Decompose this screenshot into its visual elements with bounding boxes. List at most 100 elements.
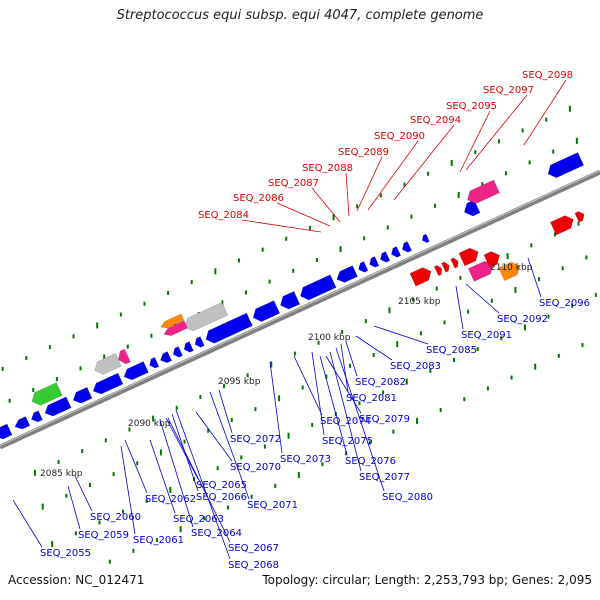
tick-mark [315, 257, 318, 262]
tick-mark [244, 290, 247, 295]
tick-mark [419, 331, 422, 336]
tick-mark [32, 387, 35, 392]
gene-magenta-3 [467, 179, 500, 204]
gene-reverse-18 [369, 256, 380, 268]
tick-mark [263, 444, 266, 449]
reverse-label-seq_2082: SEQ_2082 [355, 377, 406, 388]
reverse-leader [355, 335, 393, 361]
reverse-label-seq_2085: SEQ_2085 [426, 345, 477, 356]
gene-magenta-small [118, 348, 131, 365]
tick-mark [132, 548, 135, 553]
accession-text: Accession: NC_012471 [8, 573, 145, 587]
gene-forward-1-shape [409, 267, 432, 287]
reverse-leader [373, 325, 429, 345]
tick-mark [439, 408, 442, 413]
gene-reverse-16-shape [336, 265, 358, 283]
forward-label-seq_2089: SEQ_2089 [338, 147, 389, 158]
reverse-label-seq_2072: SEQ_2072 [230, 434, 281, 445]
kbp-label: 2085 kbp [40, 469, 83, 479]
reverse-label-seq_2073: SEQ_2073 [280, 454, 331, 465]
gene-forward-7-shape [550, 215, 574, 236]
kbp-label: 2095 kbp [218, 377, 261, 387]
tick-mark [372, 352, 375, 357]
gene-green-shape [31, 382, 63, 406]
tick-mark [341, 329, 344, 334]
reverse-label-seq_2080: SEQ_2080 [382, 492, 433, 503]
tick-mark [321, 462, 324, 467]
tick-mark [81, 449, 84, 454]
reverse-label-seq_2081: SEQ_2081 [346, 393, 397, 404]
backbone [0, 169, 600, 450]
gene-reverse-1-shape [14, 416, 31, 430]
kbp-scale: 2085 kbp 2090 kbp 2095 kbp 2100 kbp 2105 kbp… [40, 263, 533, 479]
tick-mark [594, 292, 597, 297]
tick-mark [48, 345, 51, 350]
tick-mark [514, 286, 517, 293]
gene-reverse-18-shape [369, 256, 380, 268]
genome-summary-text: Topology: circular; Length: 2,253,793 bp… [262, 573, 592, 587]
forward-gene-labels: SEQ_2084 SEQ_2086 SEQ_2087 SEQ_2088 SEQ_2089… [198, 70, 573, 233]
tick-mark [159, 449, 162, 456]
tick-mark [339, 246, 342, 253]
reverse-leader [175, 409, 231, 560]
gene-reverse-22-shape [421, 233, 430, 243]
tick-mark [467, 309, 470, 314]
tick-mark [557, 353, 560, 358]
tick-mark [553, 232, 556, 237]
tick-mark [51, 541, 54, 548]
gene-magenta-2-shape [163, 320, 188, 336]
tick-mark [33, 469, 36, 476]
tick-mark [270, 361, 273, 368]
tick-mark [506, 253, 509, 260]
gene-reverse-15 [300, 274, 337, 301]
gene-forward-6 [483, 251, 500, 268]
tick-mark [301, 385, 304, 390]
gene-forward-4-shape [450, 257, 459, 269]
reverse-label-seq_2070: SEQ_2070 [230, 462, 281, 473]
tick-mark [474, 150, 477, 155]
gene-forward-7 [550, 215, 574, 236]
tick-mark [528, 160, 531, 165]
tick-mark [396, 341, 399, 348]
tick-mark [575, 137, 578, 144]
reverse-leader [218, 389, 233, 434]
tick-mark [207, 428, 210, 433]
gene-forward-8 [574, 211, 585, 223]
tick-mark [547, 314, 550, 319]
tick-mark [363, 236, 366, 241]
forward-leader [311, 187, 341, 223]
tick-mark [216, 466, 219, 471]
tick-mark [79, 366, 82, 371]
reverse-label-seq_2091: SEQ_2091 [461, 330, 512, 341]
tick-mark [410, 214, 413, 219]
tick-mark [368, 440, 371, 445]
tick-mark [156, 538, 159, 543]
gene-reverse-9-shape [172, 346, 183, 358]
tick-mark [348, 363, 351, 368]
tick-mark [230, 417, 233, 422]
tick-mark [585, 255, 588, 260]
tick-mark [450, 159, 453, 166]
tick-mark [8, 398, 11, 403]
reverse-leader [195, 411, 233, 462]
reverse-leader [335, 347, 385, 492]
tick-mark [254, 407, 257, 412]
tick-mark [427, 171, 430, 176]
tick-mark [1, 366, 4, 371]
tick-mark [429, 368, 432, 373]
gene-reverse-6 [123, 361, 149, 381]
gene-reverse-17 [358, 261, 369, 273]
tick-mark [490, 298, 493, 303]
gene-magenta-2 [163, 320, 188, 336]
reverse-leader [165, 417, 199, 480]
tick-mark [412, 297, 415, 302]
tick-mark [311, 422, 314, 427]
reverse-label-seq_2071: SEQ_2071 [247, 500, 298, 511]
tick-mark [55, 377, 58, 382]
tick-mark [112, 472, 115, 477]
gene-reverse-b2 [547, 152, 584, 178]
gene-reverse-22 [421, 233, 430, 243]
reverse-leader [455, 285, 464, 330]
gene-magenta-top-shape [467, 260, 494, 282]
